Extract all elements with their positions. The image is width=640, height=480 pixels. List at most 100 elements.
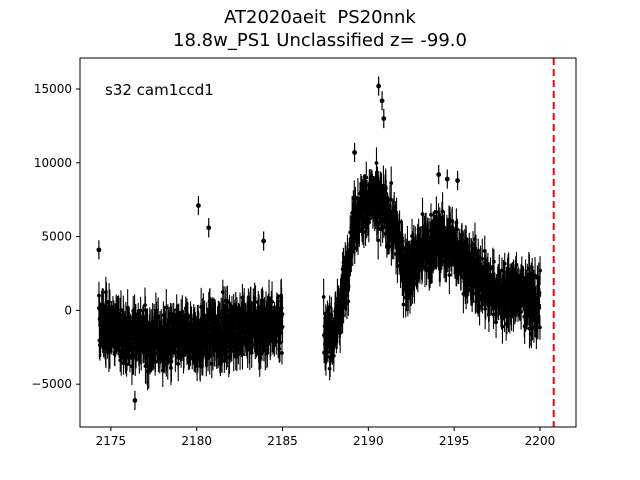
data-point	[331, 353, 336, 358]
data-point	[187, 341, 192, 346]
data-point	[236, 313, 241, 318]
data-point	[378, 195, 383, 200]
data-point	[324, 355, 328, 360]
data-point	[400, 239, 405, 244]
data-point	[180, 309, 185, 314]
data-point	[528, 309, 533, 314]
data-point	[132, 398, 138, 403]
data-point	[209, 361, 214, 366]
data-point	[121, 361, 126, 366]
data-point	[109, 341, 114, 346]
data-point	[370, 179, 374, 184]
data-point	[276, 318, 281, 323]
data-point	[352, 246, 357, 251]
data-point	[207, 338, 212, 343]
data-point	[249, 350, 254, 355]
data-point	[502, 308, 507, 313]
y-tick-label: 15000	[34, 82, 72, 96]
data-point	[415, 267, 419, 272]
data-point	[167, 318, 172, 323]
data-point	[483, 307, 488, 311]
data-point	[280, 351, 284, 355]
data-point	[181, 337, 186, 342]
data-point	[108, 306, 112, 310]
data-point	[361, 230, 366, 234]
data-point	[484, 283, 489, 288]
data-point	[356, 207, 361, 212]
data-point	[470, 291, 475, 296]
data-point	[536, 287, 541, 292]
data-point	[501, 274, 506, 279]
data-point	[386, 242, 390, 247]
data-point	[240, 323, 245, 328]
data-point	[389, 244, 394, 249]
data-point	[518, 305, 522, 310]
data-point	[461, 291, 466, 296]
data-point	[235, 349, 239, 354]
data-point	[97, 338, 102, 343]
data-point	[462, 256, 467, 261]
data-point	[103, 343, 108, 348]
data-point	[248, 300, 253, 305]
data-point	[344, 272, 349, 277]
data-point	[267, 297, 271, 301]
data-point	[231, 349, 236, 354]
data-point	[279, 299, 284, 304]
data-point	[405, 242, 410, 247]
data-point	[201, 311, 206, 316]
data-point	[132, 325, 137, 330]
data-point	[227, 348, 232, 353]
data-point	[382, 219, 386, 224]
data-point	[346, 284, 351, 289]
data-point	[411, 276, 416, 281]
axes-frame	[79, 57, 577, 428]
data-point	[102, 318, 107, 323]
data-point	[487, 312, 491, 317]
data-point	[494, 320, 498, 325]
data-point	[338, 322, 343, 327]
data-point	[208, 353, 212, 358]
data-point	[262, 342, 266, 347]
data-point	[468, 281, 473, 285]
x-tick-label: 2180	[181, 434, 212, 448]
data-point	[279, 295, 284, 300]
data-point	[405, 283, 410, 288]
data-point	[259, 325, 263, 329]
data-point	[376, 182, 381, 187]
data-point	[242, 302, 247, 307]
data-point	[460, 237, 464, 242]
data-point	[513, 267, 518, 272]
data-point	[255, 333, 260, 337]
data-point	[480, 289, 485, 294]
data-point	[107, 300, 112, 304]
data-point	[239, 340, 244, 345]
data-point	[376, 238, 381, 243]
data-point	[240, 352, 245, 357]
data-point	[394, 221, 399, 226]
data-point	[496, 291, 500, 296]
data-point	[476, 282, 481, 287]
data-point	[348, 230, 353, 235]
data-point	[365, 225, 369, 230]
data-point	[505, 281, 510, 286]
data-point	[266, 323, 271, 328]
data-point	[267, 309, 272, 314]
data-point	[526, 266, 531, 271]
data-point	[142, 342, 147, 347]
data-point	[227, 329, 232, 334]
data-point	[367, 207, 372, 212]
data-point	[519, 309, 524, 314]
data-point	[224, 349, 229, 353]
data-point	[130, 364, 134, 369]
data-point	[411, 261, 416, 266]
data-point	[205, 331, 210, 335]
data-point	[430, 266, 435, 271]
data-point	[392, 227, 397, 232]
data-point	[184, 340, 189, 344]
data-point	[403, 272, 408, 277]
data-point	[121, 345, 126, 350]
data-point	[101, 310, 105, 315]
data-point	[456, 255, 461, 260]
data-point	[536, 300, 541, 305]
data-point	[534, 327, 539, 332]
